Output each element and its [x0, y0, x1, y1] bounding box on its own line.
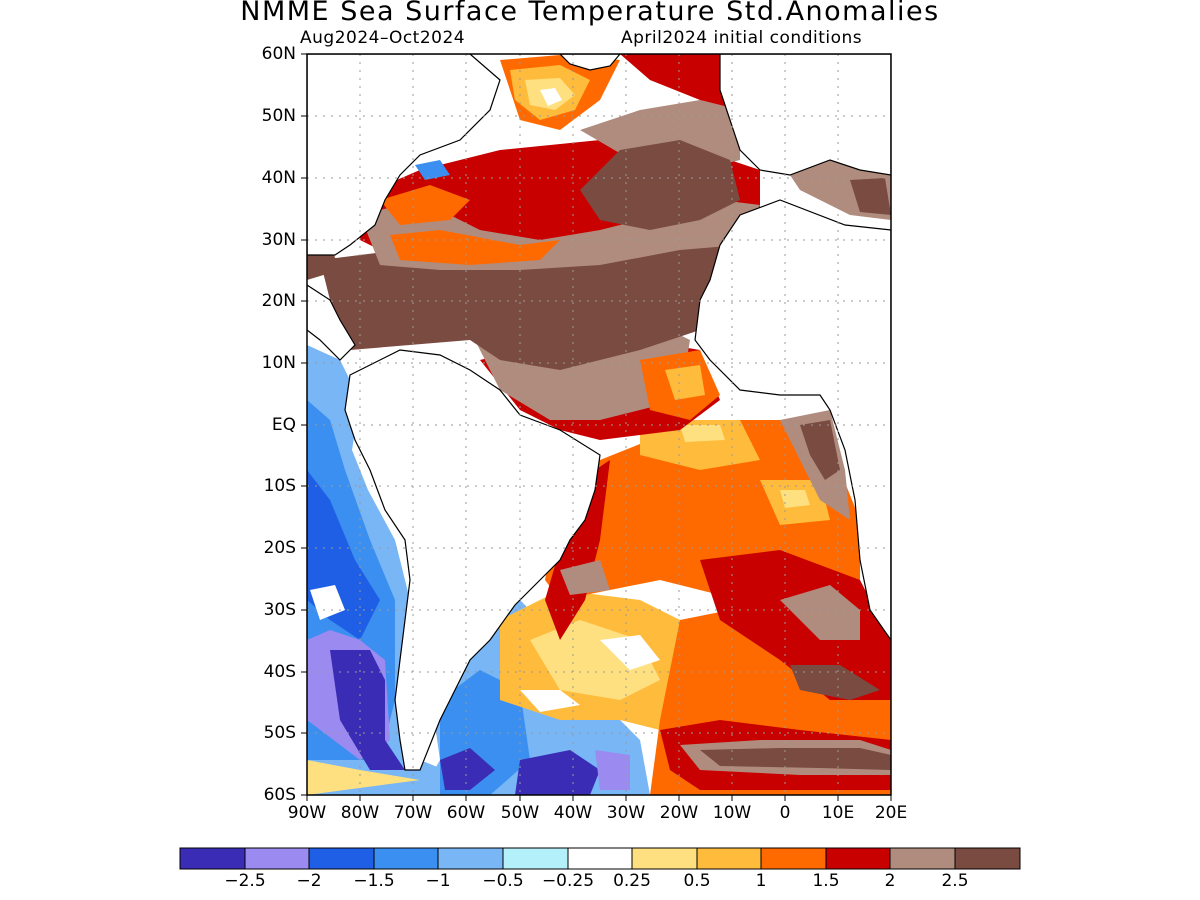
lat-label: 60N: [261, 44, 296, 64]
colorbar-label: 1.5: [812, 871, 840, 891]
colorbar-label: −1: [425, 871, 451, 891]
lat-label: EQ: [271, 415, 296, 435]
colorbar-swatch-2: [244, 847, 310, 870]
north-america-land: [307, 54, 501, 256]
central-america-land: [307, 284, 356, 361]
lon-label: 10E: [821, 803, 855, 823]
lat-label: 20N: [261, 291, 296, 311]
south-america-land: [344, 349, 601, 771]
colorbar-label: 1: [755, 871, 767, 891]
lat-label: 30N: [261, 230, 296, 250]
colorbar-swatch-1: [179, 847, 246, 870]
lat-label: 50N: [261, 106, 296, 126]
initial-conditions: April2024 initial conditions: [621, 28, 863, 48]
colorbar-swatch-5: [437, 847, 504, 870]
lon-label: 20E: [874, 803, 908, 823]
grid-lines: [307, 54, 891, 795]
greenland-land: [559, 54, 621, 71]
colorbar-swatch-10: [760, 847, 827, 870]
lat-label: 40N: [261, 168, 296, 188]
colorbar-label: −2: [296, 871, 322, 891]
map-title: NMME Sea Surface Temperature Std.Anomali…: [240, 0, 940, 27]
lon-label: 60W: [446, 803, 486, 823]
colorbar-label: 0.25: [613, 871, 651, 891]
colorbar-label: −0.5: [482, 871, 524, 891]
colorbar-label: 2: [884, 871, 896, 891]
colorbar: [179, 847, 1021, 870]
colorbar-label: 2.5: [941, 871, 969, 891]
colorbar-swatch-4: [373, 847, 439, 870]
colorbar-swatch-6: [502, 847, 569, 870]
europe-land: [719, 54, 891, 176]
anomaly-field: [307, 54, 891, 795]
lon-label: 40W: [553, 803, 593, 823]
africa-land: [694, 199, 891, 642]
colorbar-swatch-13: [954, 847, 1021, 870]
colorbar-swatch-8: [631, 847, 698, 870]
tick-marks: [301, 53, 892, 801]
lon-label: 70W: [393, 803, 433, 823]
lat-label: 50S: [263, 723, 296, 743]
colorbar-label: −2.5: [224, 871, 266, 891]
lat-label: 10N: [261, 353, 296, 373]
lon-label: 10W: [712, 803, 752, 823]
lat-label: 10S: [263, 476, 296, 496]
lat-label: 30S: [263, 600, 296, 620]
lon-label: 50W: [500, 803, 540, 823]
lat-label: 40S: [263, 662, 296, 682]
lon-label: 0: [779, 803, 791, 823]
lon-label: 80W: [340, 803, 380, 823]
colorbar-swatch-3: [308, 847, 375, 870]
lon-label: 90W: [287, 803, 327, 823]
lat-label: 60S: [263, 785, 296, 805]
lon-label: 20W: [659, 803, 699, 823]
colorbar-label: −0.25: [541, 871, 595, 891]
lon-label: 30W: [606, 803, 646, 823]
land-masks: [307, 54, 891, 771]
colorbar-swatch-12: [889, 847, 956, 870]
colorbar-label: 0.5: [683, 871, 711, 891]
forecast-period: Aug2024–Oct2024: [300, 28, 466, 48]
lat-label: 20S: [263, 538, 296, 558]
colorbar-swatch-7: [567, 847, 633, 870]
colorbar-swatch-9: [696, 847, 762, 870]
colorbar-swatch-11: [825, 847, 891, 870]
colorbar-label: −1.5: [353, 871, 395, 891]
